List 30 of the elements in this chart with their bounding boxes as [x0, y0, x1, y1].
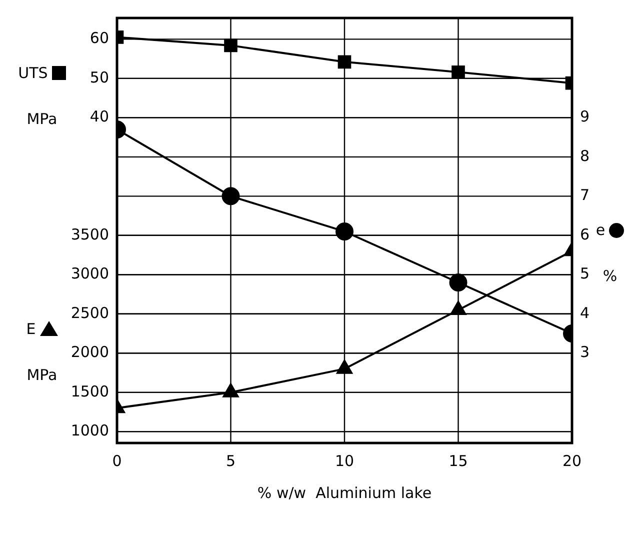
y-axis-title: MPa	[26, 109, 58, 130]
y2-tick-label: 7	[580, 186, 590, 204]
y2-axis-title: %	[602, 267, 618, 286]
legend-label: E	[26, 320, 36, 338]
point	[338, 55, 352, 69]
x-axis-title: % w/w Aluminium lake	[257, 484, 432, 502]
x-tick-label: 15	[448, 452, 468, 470]
y3-tick-label: 1000	[70, 422, 109, 440]
y-tick-label: 40	[90, 107, 109, 126]
y-tick-label: 60	[90, 29, 109, 48]
y-tick-label: 50	[90, 68, 109, 86]
x-tick-label: 5	[226, 452, 236, 470]
point	[336, 360, 352, 374]
y2-tick-label: 4	[580, 304, 590, 322]
y2-tick-label: 5	[580, 264, 590, 283]
legend-label: e	[596, 221, 606, 240]
y3-tick-label: 3000	[70, 264, 109, 283]
y2-tick-label: 3	[580, 343, 590, 362]
y3-tick-label: 2000	[70, 343, 109, 362]
legend-label: UTS	[18, 64, 48, 82]
x-tick-label: 0	[112, 452, 122, 470]
y2-tick-label: 8	[580, 146, 590, 165]
y3-tick-label: 1500	[70, 382, 109, 400]
x-tick-label: 10	[334, 452, 354, 470]
y2-tick-label: 6	[580, 225, 590, 244]
y3-tick-label: 3500	[70, 225, 109, 244]
y2-tick-label: 9	[580, 108, 590, 126]
y3-tick-label: 2500	[70, 304, 109, 322]
y3-axis-title: MPa	[26, 364, 58, 386]
x-tick-label: 20	[562, 452, 582, 470]
